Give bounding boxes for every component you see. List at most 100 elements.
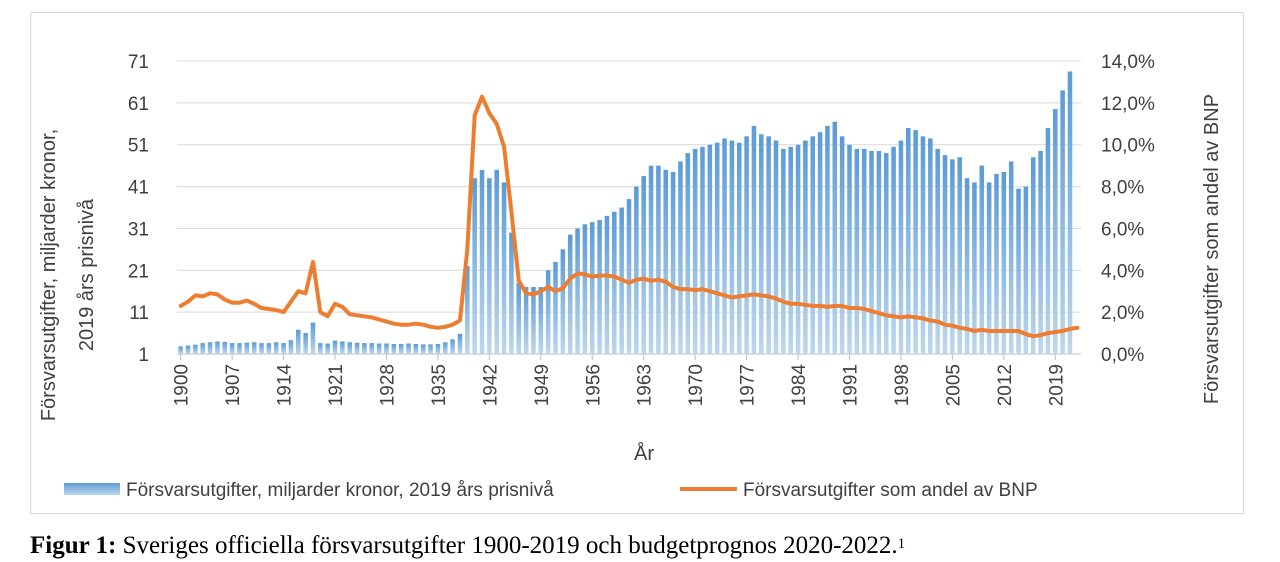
left-tick-label: 71 bbox=[128, 52, 149, 73]
caption-footnote: 1 bbox=[897, 536, 906, 552]
bar-1952 bbox=[560, 249, 566, 354]
bar-1930 bbox=[398, 343, 404, 354]
bar-1991 bbox=[847, 144, 852, 354]
x-tick-label: 1900 bbox=[172, 364, 193, 406]
bar-1957 bbox=[597, 220, 602, 354]
bar-1916 bbox=[295, 329, 301, 354]
bar-1955 bbox=[582, 224, 588, 354]
bar-1943 bbox=[494, 169, 499, 354]
bar-1986 bbox=[810, 136, 816, 354]
x-tick-label: 1921 bbox=[326, 364, 347, 406]
legend-bar-label: Försvarsutgifter, miljarder kronor, 2019… bbox=[126, 480, 554, 501]
bar-1958 bbox=[604, 215, 610, 354]
bar-1966 bbox=[663, 169, 669, 354]
bar-1976 bbox=[736, 142, 742, 354]
legend-line-label: Försvarsutgifter som andel av BNP bbox=[743, 480, 1038, 501]
x-tick-label: 1963 bbox=[635, 364, 656, 406]
bar-1989 bbox=[832, 121, 838, 354]
bar-1938 bbox=[457, 333, 463, 354]
bar-2014 bbox=[1016, 188, 1021, 354]
bar-1929 bbox=[391, 343, 397, 354]
bar-1999 bbox=[906, 127, 911, 354]
bar-1968 bbox=[678, 161, 683, 354]
bar-2002 bbox=[928, 138, 933, 354]
left-axis-title-line1: Försvarsutgifter, miljarder kronor, bbox=[38, 129, 60, 421]
bar-1940 bbox=[472, 178, 477, 354]
x-axis-ticks: 1900 1907 1914 1921 1928 1935 1942 1949 1956 1963… bbox=[172, 354, 1067, 407]
bar-1914 bbox=[281, 343, 286, 354]
left-tick-label: 61 bbox=[128, 94, 149, 115]
bar-1987 bbox=[817, 132, 823, 354]
bar-1941 bbox=[479, 169, 485, 354]
left-tick-label: 21 bbox=[128, 261, 149, 282]
bar-1969 bbox=[685, 153, 691, 354]
bar-1934 bbox=[428, 344, 433, 354]
bar-1963 bbox=[641, 176, 646, 354]
x-tick-label: 1949 bbox=[532, 364, 553, 406]
bar-1956 bbox=[589, 222, 595, 354]
left-tick-label: 11 bbox=[129, 303, 149, 324]
bar-1988 bbox=[825, 125, 830, 354]
right-tick-label: 4,0% bbox=[1101, 261, 1144, 282]
bar-1961 bbox=[626, 199, 632, 354]
bar-1912 bbox=[266, 343, 272, 354]
bar-1985 bbox=[803, 140, 808, 354]
bar-1950 bbox=[545, 270, 551, 354]
legend-bar-swatch bbox=[64, 483, 120, 495]
bar-2015 bbox=[1023, 186, 1029, 354]
right-axis-title: Försvarsutgifter som andel av BNP bbox=[1201, 94, 1223, 404]
bar-1921 bbox=[332, 340, 338, 354]
bar-2003 bbox=[935, 148, 940, 354]
bar-1959 bbox=[612, 211, 617, 354]
bar-1905 bbox=[215, 341, 220, 354]
bar-1970 bbox=[692, 148, 698, 354]
bar-2006 bbox=[957, 157, 963, 354]
bar-1910 bbox=[251, 342, 257, 354]
bar-1928 bbox=[384, 343, 389, 354]
bar-1975 bbox=[729, 140, 735, 354]
x-tick-label: 1928 bbox=[378, 364, 399, 406]
bar-2011 bbox=[994, 174, 999, 354]
bar-1939 bbox=[465, 266, 470, 354]
bar-1907 bbox=[229, 343, 235, 354]
bar-1937 bbox=[450, 339, 455, 354]
bar-1954 bbox=[575, 228, 580, 354]
bar-2005 bbox=[950, 159, 955, 354]
right-axis-ticks: 0,0% 2,0% 4,0% 6,0% 8,0% 10,0% 12,0% 14,0% bbox=[1101, 52, 1155, 366]
x-axis-title: År bbox=[634, 442, 654, 465]
bar-1926 bbox=[369, 343, 375, 354]
left-axis-title-line2: 2019 års prisnivå bbox=[76, 198, 98, 351]
line-series bbox=[178, 94, 1080, 339]
bar-1948 bbox=[531, 287, 536, 354]
x-tick-label: 2019 bbox=[1046, 364, 1067, 406]
bar-2001 bbox=[920, 136, 926, 354]
bar-1917 bbox=[303, 333, 308, 354]
bar-1911 bbox=[259, 343, 264, 354]
bar-1931 bbox=[406, 343, 411, 354]
bar-1932 bbox=[413, 343, 419, 354]
bar-1949 bbox=[538, 287, 544, 354]
bar-1935 bbox=[435, 343, 441, 354]
right-tick-label: 14,0% bbox=[1101, 52, 1155, 73]
x-tick-label: 1956 bbox=[583, 364, 604, 406]
bar-1918 bbox=[310, 322, 316, 354]
bar-1951 bbox=[553, 261, 558, 354]
left-tick-label: 51 bbox=[128, 136, 149, 157]
bar-1923 bbox=[347, 342, 352, 354]
right-tick-label: 6,0% bbox=[1101, 219, 1144, 240]
bar-1997 bbox=[891, 146, 896, 354]
bar-1994 bbox=[869, 150, 874, 354]
bar-1936 bbox=[442, 342, 448, 354]
bar-1964 bbox=[648, 165, 654, 354]
left-tick-label: 1 bbox=[138, 345, 149, 366]
bar-1947 bbox=[523, 287, 529, 354]
x-tick-label: 2005 bbox=[943, 364, 964, 406]
bar-2021 bbox=[1067, 71, 1073, 354]
x-tick-label: 1984 bbox=[789, 364, 810, 407]
bar-2007 bbox=[964, 178, 970, 354]
bar-2009 bbox=[979, 165, 985, 354]
x-tick-label: 1914 bbox=[275, 364, 296, 407]
chart-frame: 1 11 21 31 41 51 61 71 0,0% 2,0% 4,0% 6,0% 8,0% 10,0… bbox=[30, 12, 1244, 514]
